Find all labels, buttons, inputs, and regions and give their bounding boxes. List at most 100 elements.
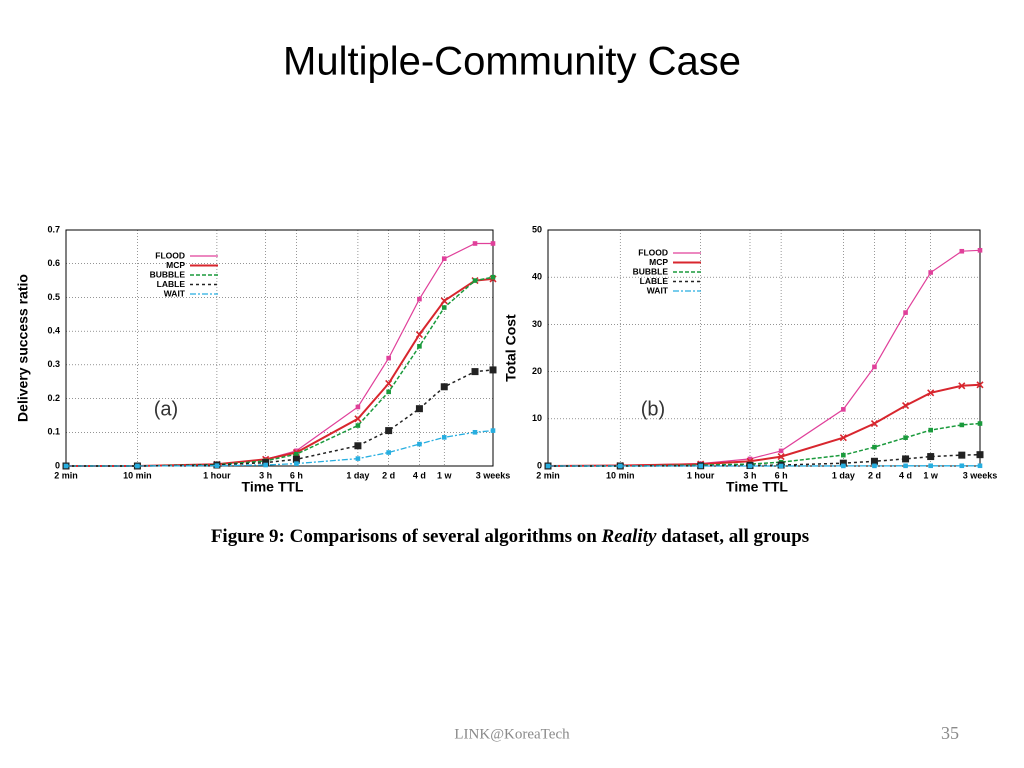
y-tick-label: 0.7	[47, 224, 60, 234]
x-tick-label: 6 h	[775, 470, 788, 480]
data-point	[441, 256, 447, 261]
data-point	[440, 297, 448, 305]
legend-label: MCP	[649, 257, 668, 267]
legend-label: BUBBLE	[150, 269, 186, 279]
x-tick-label: 1 day	[832, 470, 855, 480]
annotation: (b)	[641, 398, 665, 420]
data-point	[747, 463, 753, 469]
caption-part: dataset, all groups	[656, 526, 809, 547]
data-point	[355, 423, 361, 428]
data-point	[698, 463, 703, 469]
x-tick-label: 4 d	[413, 470, 426, 480]
data-point	[262, 459, 270, 467]
data-point	[903, 435, 908, 440]
data-point	[977, 421, 983, 426]
caption: Figure 9: Comparisons of several algorit…	[211, 526, 809, 547]
x-tick-label: 3 h	[743, 470, 756, 480]
legend-label: BUBBLE	[633, 266, 669, 276]
data-point	[839, 459, 847, 467]
y-tick-label: 0.5	[47, 292, 60, 302]
data-point	[441, 435, 447, 440]
data-point	[841, 463, 846, 469]
legend-label: WAIT	[647, 285, 669, 295]
data-point	[928, 463, 933, 469]
legend-label: MCP	[166, 260, 185, 270]
data-point	[294, 451, 299, 457]
series-line	[66, 276, 494, 467]
data-point	[778, 448, 784, 454]
data-point	[903, 310, 908, 315]
data-point	[617, 463, 623, 469]
data-point	[872, 364, 877, 370]
data-point	[977, 463, 983, 469]
x-tick-label: 6 h	[290, 470, 303, 480]
x-tick-label: 3 weeks	[963, 470, 998, 480]
legend-label: FLOOD	[155, 250, 185, 260]
x-tick-label: 10 min	[123, 470, 152, 480]
y-tick-label: 0	[537, 460, 542, 470]
x-axis-label: Time TTL	[242, 479, 304, 495]
data-point	[385, 427, 393, 435]
data-point	[472, 278, 478, 283]
data-point	[958, 451, 966, 459]
plot-frame	[65, 229, 494, 467]
data-point	[263, 462, 268, 468]
y-tick-label: 0.3	[47, 359, 60, 369]
data-point	[490, 241, 496, 246]
series-line	[66, 369, 494, 467]
caption-part: Reality	[601, 526, 657, 547]
x-tick-label: 1 hour	[687, 470, 715, 480]
data-point	[959, 463, 965, 469]
caption-part: Figure 9: Comparisons of several algorit…	[211, 526, 602, 547]
data-point	[928, 270, 933, 275]
data-point	[490, 274, 496, 280]
data-point	[778, 463, 784, 469]
x-tick-label: 1 w	[923, 470, 939, 480]
y-tick-label: 50	[532, 224, 542, 234]
data-point	[903, 463, 908, 469]
data-point	[63, 463, 69, 469]
data-point	[386, 450, 391, 455]
x-tick-label: 1 hour	[203, 470, 231, 480]
annotation: (a)	[154, 398, 178, 420]
data-point	[841, 407, 846, 412]
y-tick-label: 0.2	[47, 393, 60, 403]
legend-label: FLOOD	[638, 247, 668, 257]
x-tick-label: 2 d	[868, 470, 881, 480]
data-point	[977, 247, 983, 253]
x-tick-label: 3 weeks	[476, 470, 511, 480]
data-point	[490, 428, 496, 433]
data-point	[294, 461, 299, 466]
data-point	[355, 456, 361, 461]
footer: LINK@KoreaTech	[454, 726, 570, 742]
y-tick-label: 0.6	[47, 258, 60, 268]
data-point	[355, 404, 361, 410]
x-tick-label: 3 h	[259, 470, 272, 480]
data-point	[901, 402, 910, 410]
y-tick-label: 0.4	[47, 326, 60, 336]
data-point	[959, 248, 965, 254]
data-point	[777, 452, 785, 461]
x-tick-label: 2 min	[54, 470, 78, 480]
data-point	[440, 383, 448, 391]
y-tick-label: 0.1	[47, 427, 60, 437]
data-point	[354, 415, 362, 423]
data-point	[927, 453, 935, 461]
data-point	[417, 296, 422, 302]
data-point	[472, 241, 478, 246]
data-point	[471, 368, 479, 376]
data-point	[472, 429, 478, 435]
data-point	[415, 405, 423, 413]
data-point	[872, 463, 877, 469]
x-tick-label: 2 d	[382, 470, 395, 480]
legend-label: WAIT	[164, 288, 186, 298]
y-tick-label: 40	[532, 272, 542, 282]
data-point	[872, 444, 877, 450]
data-point	[386, 355, 391, 361]
data-point	[214, 463, 220, 468]
data-point	[417, 441, 422, 447]
legend-label: LABLE	[640, 276, 669, 286]
data-point	[489, 366, 497, 374]
x-tick-label: 2 min	[536, 470, 560, 480]
